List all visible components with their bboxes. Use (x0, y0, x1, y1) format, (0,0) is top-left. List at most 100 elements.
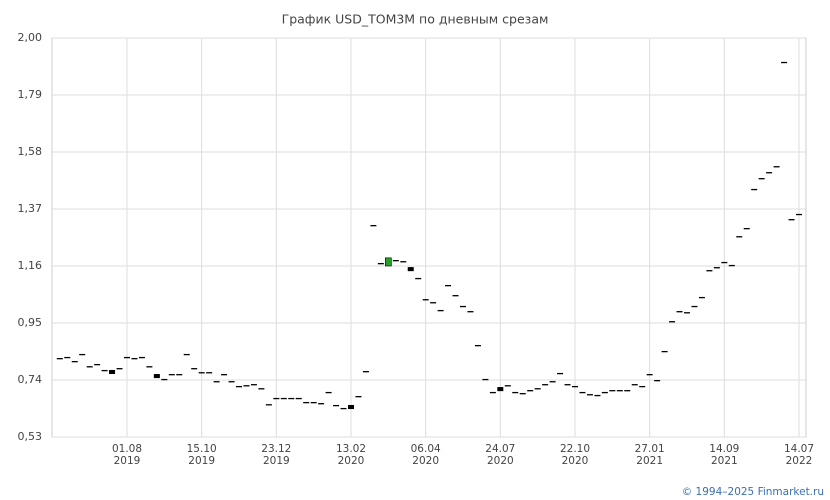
candle (482, 378, 489, 381)
candle (280, 397, 287, 400)
candle (206, 372, 213, 374)
x-tick-label: 22.10 2020 (559, 443, 591, 467)
candle (191, 368, 198, 370)
candle (549, 381, 556, 383)
candle (56, 358, 63, 360)
candle (661, 350, 668, 353)
candle (519, 393, 526, 395)
plot-frame (51, 37, 807, 438)
candle (273, 397, 280, 400)
y-tick-label: 1,79 (18, 88, 43, 101)
candle (348, 404, 354, 410)
candle (325, 391, 332, 394)
candle (228, 381, 235, 383)
candle (295, 397, 302, 400)
candle (101, 369, 108, 372)
candle (676, 311, 683, 313)
candle (474, 344, 481, 347)
candle (333, 404, 340, 407)
chart-title: График USD_TOM3M по дневным срезам (282, 12, 549, 27)
x-tick-label: 15.10 2019 (186, 443, 217, 467)
candle (684, 312, 690, 314)
candle (340, 407, 347, 410)
candle (400, 261, 407, 263)
candle (639, 385, 646, 388)
candle (124, 356, 130, 359)
candle (467, 311, 474, 313)
candle (594, 394, 601, 397)
candle (751, 188, 758, 191)
candle (579, 391, 586, 394)
candle (646, 374, 653, 376)
candle (721, 261, 728, 264)
candle (781, 61, 788, 64)
candle (161, 378, 168, 381)
x-tick-label: 24.07 2020 (485, 443, 516, 467)
x-tick-label: 06.04 2020 (410, 443, 441, 467)
y-tick-label: 1,58 (18, 145, 43, 158)
candle (691, 305, 698, 308)
candle (437, 309, 444, 312)
candle (564, 384, 571, 386)
candle (609, 390, 616, 392)
y-tick-label: 0,53 (18, 430, 43, 443)
y-tick-label: 1,37 (18, 202, 43, 215)
x-tick-label: 23.12 2019 (261, 443, 292, 467)
candle (773, 166, 780, 168)
candle (713, 267, 720, 269)
candle (766, 172, 773, 174)
candle (198, 372, 205, 374)
candle (94, 363, 101, 366)
candle (758, 178, 765, 180)
candle (243, 385, 250, 387)
x-tick-label: 13.02 2020 (335, 443, 367, 467)
candle (489, 391, 496, 394)
x-tick-label: 01.08 2019 (111, 443, 143, 467)
candle (654, 380, 661, 382)
candle (542, 384, 549, 386)
candle (213, 381, 220, 383)
candle (265, 404, 272, 406)
candle (64, 356, 71, 359)
candle (138, 356, 145, 359)
candle (669, 321, 676, 323)
candle (557, 372, 564, 375)
candle (176, 374, 183, 376)
candle (631, 384, 638, 386)
y-tick-label: 0,74 (18, 373, 43, 386)
candle (743, 228, 750, 230)
candle (377, 263, 384, 265)
copyright: © 1994–2025 Finmarket.ru (681, 486, 824, 498)
candle-up (385, 257, 392, 267)
candle (736, 236, 743, 238)
candle (236, 385, 242, 388)
candle (601, 391, 608, 394)
candle (422, 299, 429, 301)
y-tick-label: 0,95 (18, 316, 43, 329)
candle (310, 401, 317, 404)
candle (534, 388, 541, 390)
candle (527, 390, 534, 392)
candle (221, 374, 228, 376)
candle (415, 277, 422, 280)
candle (504, 385, 511, 387)
candle (168, 374, 175, 376)
candle (86, 366, 93, 368)
candle (153, 374, 160, 379)
candle (460, 305, 466, 308)
candle (624, 390, 631, 392)
candle (370, 225, 377, 227)
candle (71, 361, 78, 363)
x-tick-label: 14.09 2021 (709, 443, 740, 467)
candle (445, 285, 452, 287)
x-tick-label: 14.07 2022 (783, 443, 815, 467)
candle (109, 369, 116, 375)
candle (430, 302, 437, 304)
candle (392, 260, 399, 262)
y-tick-label: 1,16 (18, 259, 43, 272)
candle (698, 296, 705, 299)
candle (616, 390, 623, 392)
y-tick-label: 2,00 (18, 31, 43, 44)
